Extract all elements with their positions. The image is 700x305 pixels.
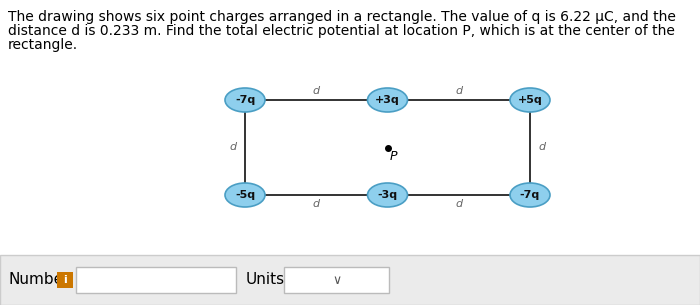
Text: -3q: -3q (377, 190, 398, 200)
Text: The drawing shows six point charges arranged in a rectangle. The value of q is 6: The drawing shows six point charges arra… (8, 10, 676, 24)
Text: -7q: -7q (520, 190, 540, 200)
Ellipse shape (368, 88, 407, 112)
FancyBboxPatch shape (0, 255, 700, 305)
Text: d: d (313, 199, 320, 209)
Text: d: d (313, 86, 320, 96)
Text: Number: Number (8, 272, 69, 288)
Text: Units: Units (246, 272, 285, 288)
Text: d: d (538, 142, 545, 152)
FancyBboxPatch shape (284, 267, 389, 293)
Text: -7q: -7q (235, 95, 255, 105)
FancyBboxPatch shape (57, 272, 73, 288)
Text: d: d (455, 86, 462, 96)
Text: d: d (455, 199, 462, 209)
Text: distance d is 0.233 m. Find the total electric potential at location P, which is: distance d is 0.233 m. Find the total el… (8, 24, 675, 38)
Ellipse shape (510, 88, 550, 112)
Text: P: P (389, 149, 397, 163)
Ellipse shape (368, 183, 407, 207)
Text: ∨: ∨ (332, 274, 341, 286)
Text: -5q: -5q (235, 190, 255, 200)
Text: +5q: +5q (517, 95, 542, 105)
Ellipse shape (510, 183, 550, 207)
Text: i: i (63, 275, 67, 285)
Ellipse shape (225, 88, 265, 112)
FancyBboxPatch shape (76, 267, 236, 293)
Text: d: d (230, 142, 237, 152)
Ellipse shape (225, 183, 265, 207)
Text: +3q: +3q (375, 95, 400, 105)
Text: rectangle.: rectangle. (8, 38, 78, 52)
